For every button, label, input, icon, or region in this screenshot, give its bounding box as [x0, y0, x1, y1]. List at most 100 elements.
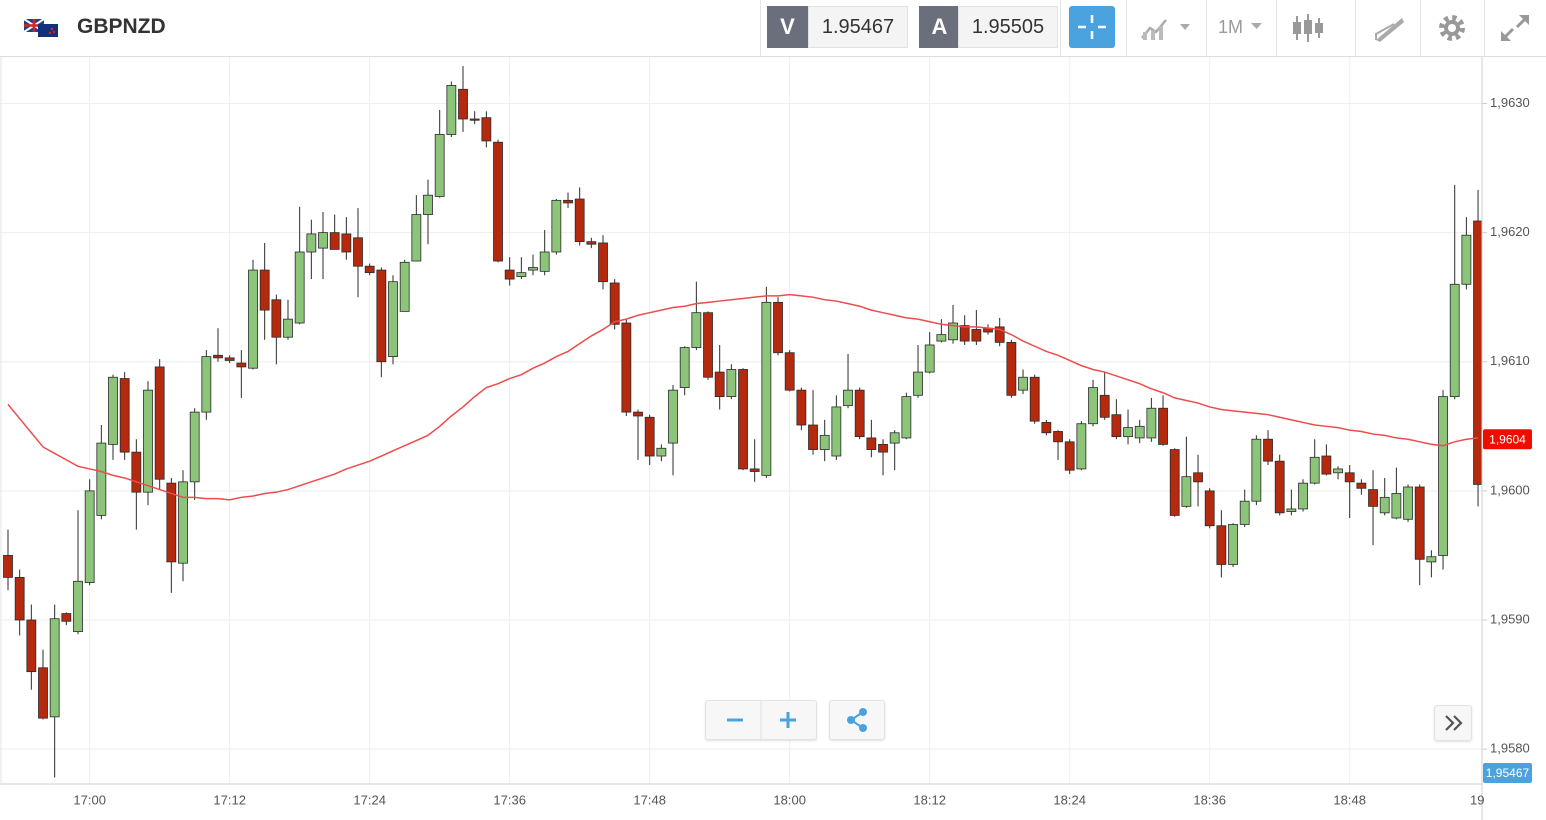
- x-tick-label: 19: [1470, 792, 1484, 807]
- candle-body: [143, 389, 153, 493]
- candle-body: [749, 468, 760, 472]
- candle-body: [959, 325, 970, 342]
- candle-body: [644, 416, 655, 457]
- candle-body: [738, 369, 748, 470]
- share-button[interactable]: [829, 700, 885, 740]
- bid-label[interactable]: V: [767, 6, 808, 48]
- candle-body: [434, 134, 445, 197]
- candle-body: [1379, 496, 1390, 514]
- price-tag-label: 1,95467: [1486, 766, 1530, 780]
- candle-body: [1263, 438, 1273, 462]
- candle-body: [843, 389, 853, 407]
- x-tick-label: 18:12: [913, 792, 946, 807]
- candle-body: [1018, 376, 1028, 391]
- separator: [1355, 0, 1356, 56]
- candle-body: [586, 241, 597, 245]
- zoom-in[interactable]: [780, 712, 796, 728]
- candle-body: [878, 443, 888, 453]
- candle-body: [73, 580, 83, 633]
- candle-body: [1169, 449, 1180, 516]
- candle-body: [1111, 414, 1122, 438]
- x-tick-label: 18:36: [1193, 792, 1226, 807]
- candle-body: [1438, 396, 1448, 556]
- ask-price[interactable]: 1.95505: [958, 6, 1058, 48]
- candle-body: [1099, 394, 1110, 418]
- candle-body: [178, 481, 188, 564]
- x-tick-label: 18:00: [773, 792, 806, 807]
- candle-body: [1193, 472, 1203, 483]
- candle-body: [726, 369, 737, 398]
- candle-body: [84, 490, 95, 583]
- candle-body: [1286, 508, 1297, 512]
- candle-body: [1123, 427, 1133, 438]
- settings-icon[interactable]: [1437, 13, 1467, 43]
- candle-body: [971, 329, 982, 342]
- candle-body: [574, 198, 585, 243]
- candle-body: [3, 555, 13, 578]
- candle-body: [411, 214, 422, 262]
- x-tick-label: 17:24: [353, 792, 386, 807]
- candle-body: [423, 194, 433, 215]
- candle-body: [213, 354, 223, 359]
- candle-body: [1134, 425, 1145, 439]
- candle-body: [1321, 455, 1332, 475]
- candle-body: [1426, 556, 1437, 563]
- candle-body: [819, 434, 830, 450]
- chart-type-icon[interactable]: [1292, 12, 1326, 44]
- y-tick-label: 1,9630: [1490, 95, 1530, 110]
- candle-body: [318, 232, 328, 249]
- scroll-right-button[interactable]: [1434, 705, 1472, 741]
- price-tag: [1483, 429, 1532, 450]
- candle-body: [866, 437, 877, 450]
- candle-body: [994, 326, 1005, 343]
- moving-average-line: [7, 293, 1479, 501]
- candle-body: [458, 88, 468, 120]
- price-tag-label: 1,9604: [1489, 432, 1526, 446]
- separator: [1126, 0, 1127, 56]
- candle-body: [166, 482, 177, 563]
- candle-body: [551, 199, 562, 253]
- candle-body: [1461, 234, 1472, 285]
- ask-label[interactable]: A: [919, 6, 960, 48]
- compare-icon[interactable]: [1140, 14, 1196, 42]
- candle-body: [1216, 525, 1227, 565]
- candle-body: [784, 352, 795, 391]
- candle-body: [388, 281, 398, 357]
- candle-body: [1368, 489, 1378, 507]
- candle-body: [1146, 407, 1157, 439]
- x-tick-label: 17:36: [493, 792, 526, 807]
- candle-body: [679, 347, 690, 388]
- y-tick-label: 1,9620: [1490, 224, 1530, 239]
- candle-body: [399, 261, 410, 312]
- candle-body: [376, 269, 387, 363]
- price-tag: [1483, 763, 1532, 783]
- crosshair-button[interactable]: [1069, 6, 1115, 48]
- candle-body: [808, 424, 818, 450]
- candle-body: [353, 237, 363, 267]
- drawing-icon[interactable]: [1374, 14, 1406, 42]
- y-tick-label: 1,9610: [1490, 353, 1530, 368]
- candle-body: [656, 447, 667, 457]
- separator: [1484, 0, 1485, 56]
- fullscreen-icon[interactable]: [1499, 13, 1531, 43]
- x-tick-label: 18:24: [1053, 792, 1086, 807]
- candle-body: [189, 411, 200, 483]
- separator: [1420, 0, 1421, 56]
- y-tick-label: 1,9590: [1490, 611, 1530, 626]
- candle-body: [1391, 493, 1402, 519]
- candle-body: [516, 272, 527, 277]
- candle-body: [294, 251, 305, 324]
- interval[interactable]: 1M: [1218, 17, 1244, 37]
- separator: [1060, 0, 1061, 56]
- flag-icon: [24, 19, 58, 37]
- bid-price[interactable]: 1.95467: [808, 6, 908, 48]
- candle-body: [306, 233, 317, 253]
- candle-body: [271, 299, 282, 338]
- candle-body: [224, 357, 235, 361]
- candle-body: [714, 371, 725, 398]
- candle-body: [236, 362, 247, 368]
- candle-body: [364, 265, 375, 274]
- candle-body: [504, 269, 515, 280]
- candle-body: [1076, 423, 1087, 470]
- candle-body: [119, 378, 130, 453]
